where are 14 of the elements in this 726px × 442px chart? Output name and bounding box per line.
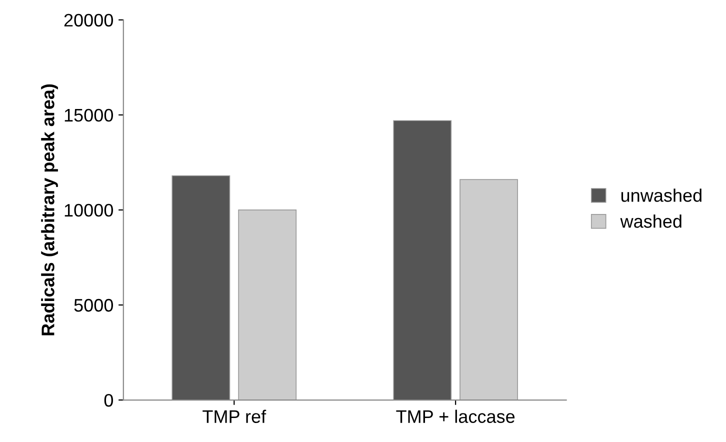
bar (172, 175, 230, 400)
bar (460, 179, 518, 400)
legend-label: unwashed (621, 188, 702, 202)
x-tick-label: TMP + laccase (396, 410, 515, 423)
bar (238, 210, 297, 400)
y-axis-title: Radicals (arbitrary peak area) (41, 84, 58, 336)
y-tick-label: 15000 (64, 108, 113, 122)
y-tick-label: 5000 (74, 298, 113, 312)
legend-label: washed (620, 214, 682, 228)
y-tick-label: 0 (104, 394, 113, 407)
bar (393, 120, 452, 400)
x-tick-label: TMP ref (202, 410, 266, 423)
y-tick-label: 20000 (64, 14, 113, 27)
y-tick-label: 10000 (64, 204, 113, 217)
